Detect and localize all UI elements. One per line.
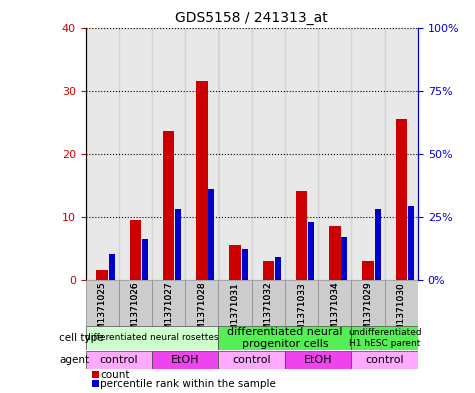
Bar bbox=[275, 257, 281, 279]
Bar bbox=[396, 119, 407, 279]
Text: GSM1371029: GSM1371029 bbox=[364, 282, 372, 342]
Bar bbox=[263, 261, 274, 279]
Bar bbox=[163, 131, 174, 279]
Bar bbox=[196, 81, 208, 279]
Bar bbox=[130, 220, 141, 279]
Text: undifferentiated
H1 hESC parent: undifferentiated H1 hESC parent bbox=[348, 328, 421, 347]
Text: GSM1371030: GSM1371030 bbox=[397, 282, 406, 343]
Text: GSM1371028: GSM1371028 bbox=[198, 282, 206, 342]
FancyBboxPatch shape bbox=[352, 351, 418, 369]
Text: control: control bbox=[99, 354, 138, 365]
Bar bbox=[86, 28, 119, 279]
Bar bbox=[119, 28, 152, 279]
FancyBboxPatch shape bbox=[352, 279, 385, 326]
Bar bbox=[175, 209, 181, 279]
Bar bbox=[109, 254, 114, 279]
Text: GSM1371026: GSM1371026 bbox=[131, 282, 140, 342]
Text: cell type: cell type bbox=[59, 333, 104, 343]
FancyBboxPatch shape bbox=[152, 351, 218, 369]
Text: EtOH: EtOH bbox=[171, 354, 200, 365]
Bar bbox=[408, 206, 414, 279]
FancyBboxPatch shape bbox=[92, 380, 99, 387]
Bar bbox=[96, 270, 108, 279]
Text: GSM1371034: GSM1371034 bbox=[331, 282, 339, 342]
FancyBboxPatch shape bbox=[318, 279, 352, 326]
FancyBboxPatch shape bbox=[86, 326, 218, 350]
Bar bbox=[318, 28, 352, 279]
FancyBboxPatch shape bbox=[385, 279, 418, 326]
Text: GSM1371031: GSM1371031 bbox=[231, 282, 239, 343]
FancyBboxPatch shape bbox=[218, 279, 252, 326]
Text: GSM1371033: GSM1371033 bbox=[297, 282, 306, 343]
Text: GSM1371026: GSM1371026 bbox=[131, 282, 140, 342]
FancyBboxPatch shape bbox=[185, 279, 218, 326]
Bar bbox=[229, 245, 241, 279]
Text: GSM1371025: GSM1371025 bbox=[98, 282, 106, 342]
Text: differentiated neural rosettes: differentiated neural rosettes bbox=[85, 333, 219, 342]
Bar bbox=[142, 239, 148, 279]
Bar bbox=[329, 226, 341, 279]
FancyBboxPatch shape bbox=[218, 351, 285, 369]
Text: differentiated neural
progenitor cells: differentiated neural progenitor cells bbox=[227, 327, 343, 349]
Text: agent: agent bbox=[59, 354, 89, 365]
FancyBboxPatch shape bbox=[285, 279, 318, 326]
Text: GSM1371032: GSM1371032 bbox=[264, 282, 273, 342]
Bar bbox=[296, 191, 307, 279]
Text: control: control bbox=[365, 354, 404, 365]
Bar bbox=[185, 28, 218, 279]
Bar bbox=[362, 261, 374, 279]
Bar bbox=[152, 28, 185, 279]
FancyBboxPatch shape bbox=[285, 351, 352, 369]
Text: GSM1371029: GSM1371029 bbox=[364, 282, 372, 342]
Bar bbox=[342, 237, 347, 279]
Bar bbox=[209, 189, 214, 279]
Text: GSM1371033: GSM1371033 bbox=[297, 282, 306, 343]
Text: count: count bbox=[101, 369, 130, 380]
Bar bbox=[375, 209, 380, 279]
Text: EtOH: EtOH bbox=[304, 354, 332, 365]
FancyBboxPatch shape bbox=[352, 326, 418, 350]
Text: GSM1371032: GSM1371032 bbox=[264, 282, 273, 342]
Bar bbox=[252, 28, 285, 279]
Text: GSM1371031: GSM1371031 bbox=[231, 282, 239, 343]
Bar bbox=[352, 28, 385, 279]
Text: GSM1371034: GSM1371034 bbox=[331, 282, 339, 342]
Text: GSM1371025: GSM1371025 bbox=[98, 282, 106, 342]
FancyBboxPatch shape bbox=[119, 279, 152, 326]
FancyBboxPatch shape bbox=[86, 351, 152, 369]
Text: percentile rank within the sample: percentile rank within the sample bbox=[101, 378, 276, 389]
Text: GSM1371030: GSM1371030 bbox=[397, 282, 406, 343]
FancyBboxPatch shape bbox=[218, 326, 352, 350]
Title: GDS5158 / 241313_at: GDS5158 / 241313_at bbox=[175, 11, 328, 25]
Text: GSM1371028: GSM1371028 bbox=[198, 282, 206, 342]
Bar bbox=[285, 28, 318, 279]
FancyBboxPatch shape bbox=[92, 371, 99, 378]
FancyBboxPatch shape bbox=[252, 279, 285, 326]
Bar bbox=[385, 28, 418, 279]
Text: GSM1371027: GSM1371027 bbox=[164, 282, 173, 342]
Bar bbox=[308, 222, 314, 279]
FancyBboxPatch shape bbox=[86, 279, 119, 326]
Bar bbox=[242, 249, 247, 279]
Text: control: control bbox=[232, 354, 271, 365]
Text: GSM1371027: GSM1371027 bbox=[164, 282, 173, 342]
Bar bbox=[218, 28, 252, 279]
FancyBboxPatch shape bbox=[152, 279, 185, 326]
